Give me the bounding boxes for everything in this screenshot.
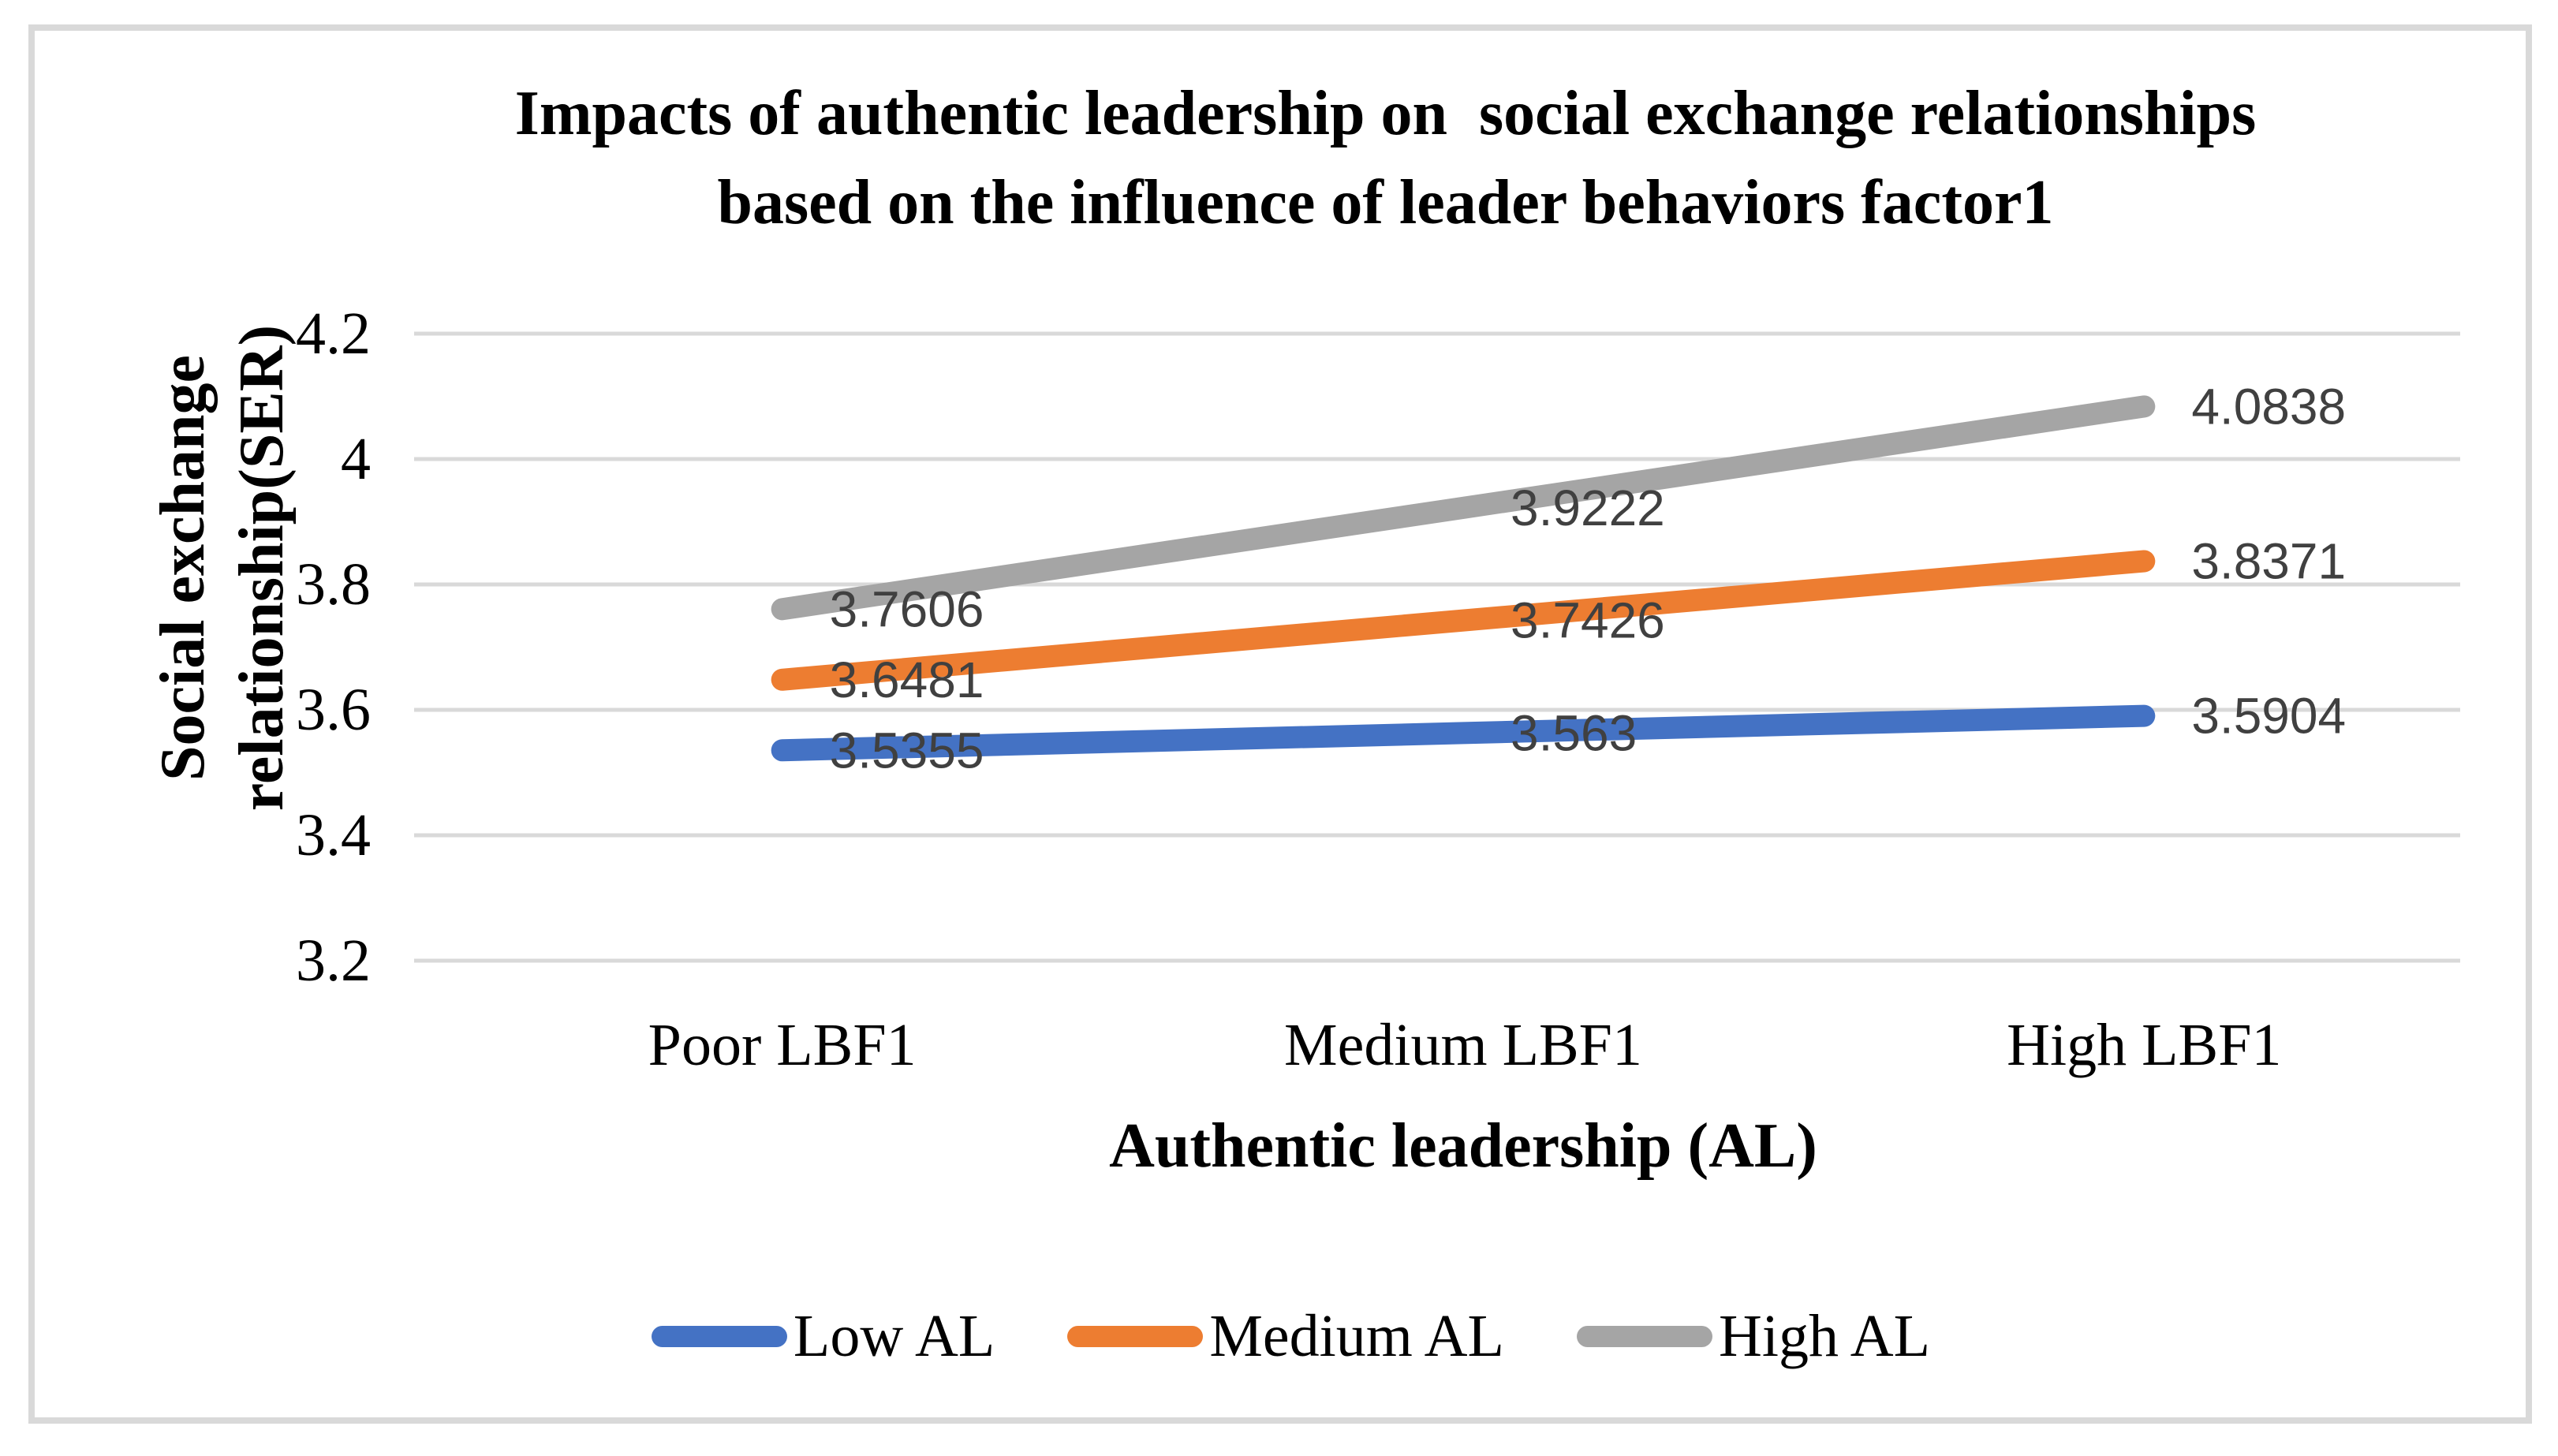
x-tick-label: Poor LBF1 xyxy=(648,1012,917,1078)
data-label: 4.0838 xyxy=(2191,378,2346,435)
y-tick-label: 3.2 xyxy=(296,928,371,994)
legend-marker-low-al xyxy=(651,1325,787,1347)
legend-marker-medium-al xyxy=(1067,1325,1204,1347)
data-label: 3.9222 xyxy=(1511,480,1665,536)
y-tick-label: 3.6 xyxy=(296,677,371,743)
y-tick-label: 4.2 xyxy=(296,301,371,367)
x-tick-label: Medium LBF1 xyxy=(1284,1012,1642,1078)
legend-label-low-al: Low AL xyxy=(793,1302,995,1369)
legend-item-medium-al: Medium AL xyxy=(1067,1302,1504,1371)
legend-item-low-al: Low AL xyxy=(651,1302,995,1371)
x-tick-label: High LBF1 xyxy=(2007,1012,2281,1078)
series-line-medium-al xyxy=(771,550,2156,691)
legend-marker-high-al xyxy=(1576,1325,1712,1347)
data-label: 3.6481 xyxy=(830,651,984,708)
y-tick-label: 3.4 xyxy=(296,802,371,868)
data-label: 3.7606 xyxy=(830,581,984,637)
data-label: 3.563 xyxy=(1511,704,1637,761)
x-axis-title: Authentic leadership (AL) xyxy=(1109,1111,1817,1181)
data-label: 3.7426 xyxy=(1511,592,1665,649)
data-label: 3.8371 xyxy=(2191,533,2346,590)
legend-label-high-al: High AL xyxy=(1718,1302,1931,1369)
data-label: 3.5355 xyxy=(830,722,984,778)
legend-item-high-al: High AL xyxy=(1576,1302,1931,1371)
y-tick-label: 4 xyxy=(341,426,371,492)
chart-title: Impacts of authentic leadership on socia… xyxy=(221,69,2550,248)
y-tick-label: 3.8 xyxy=(296,551,371,618)
legend-label-medium-al: Medium AL xyxy=(1209,1302,1504,1369)
chart-title-line-1: Impacts of authentic leadership on socia… xyxy=(514,79,2257,148)
series-line-low-al xyxy=(771,704,2156,762)
legend: Low AL Medium AL High AL xyxy=(24,1289,2558,1383)
chart-title-line-2: based on the influence of leader behavio… xyxy=(717,168,2054,237)
series-line-high-al xyxy=(771,395,2156,621)
data-label: 3.5904 xyxy=(2191,688,2346,745)
